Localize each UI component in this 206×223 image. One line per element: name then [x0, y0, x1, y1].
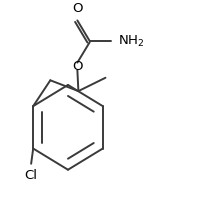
Text: Cl: Cl [25, 169, 38, 182]
Text: NH$_2$: NH$_2$ [118, 33, 144, 49]
Text: O: O [72, 60, 83, 72]
Text: O: O [72, 2, 83, 15]
